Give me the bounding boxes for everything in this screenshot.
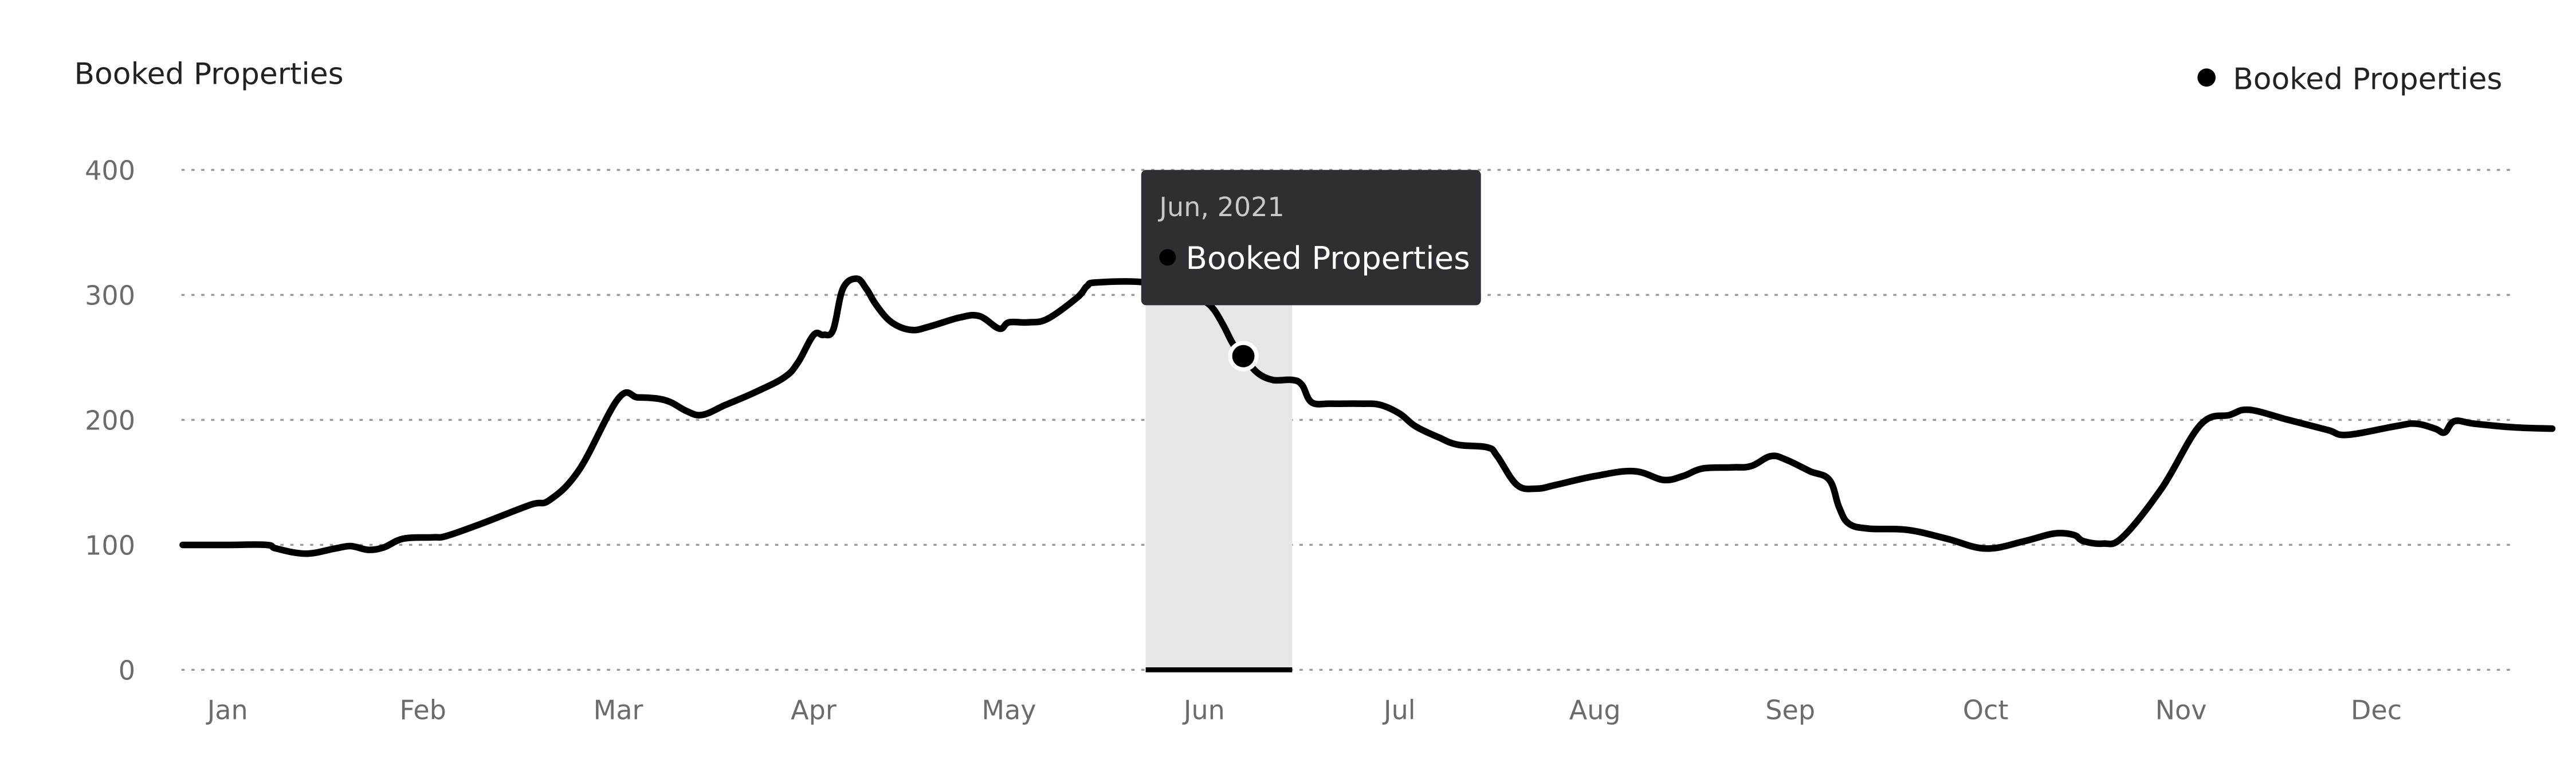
x-tick-label-dec: Dec [2351,695,2402,726]
chart-title: Booked Properties [74,57,344,92]
y-axis-ticks: 0 100 200 300 400 [85,155,135,686]
x-tick-label-jan: Jan [206,695,248,726]
tooltip-series-label: Booked Properties [1185,240,1470,276]
tooltip-box [1141,170,1481,306]
x-tick-label-sep: Sep [1765,695,1815,726]
x-tick-label-jul: Jul [1382,695,1416,726]
x-tick-label-may: May [981,695,1036,726]
x-tick-label-jun: Jun [1182,695,1225,726]
y-tick-label-400: 400 [85,155,135,186]
x-tick-label-oct: Oct [1963,695,2009,726]
gridlines [181,169,2512,671]
x-tick-label-feb: Feb [399,695,446,726]
x-tick-label-aug: Aug [1569,695,1621,726]
tooltip: Jun, 2021 Booked Properties [1141,170,1481,306]
series-line-booked-properties[interactable] [179,275,2556,557]
x-tick-label-mar: Mar [594,695,643,726]
y-tick-label-100: 100 [85,530,135,561]
hover-data-point[interactable] [1228,341,1259,372]
x-tick-label-apr: Apr [791,695,837,726]
x-axis-ticks: Jan Feb Mar Apr May Jun Jul Aug Sep Oct Nov Dec [206,695,2402,726]
y-tick-label-200: 200 [85,405,135,436]
tooltip-series-marker-icon [1159,249,1176,266]
legend-label: Booked Properties [2233,62,2502,96]
legend[interactable]: Booked Properties [2197,62,2502,96]
y-tick-label-300: 300 [85,280,135,311]
y-tick-label-0: 0 [119,655,135,686]
x-tick-label-nov: Nov [2155,695,2207,726]
tooltip-date: Jun, 2021 [1157,191,1284,222]
legend-marker-icon [2197,68,2216,87]
